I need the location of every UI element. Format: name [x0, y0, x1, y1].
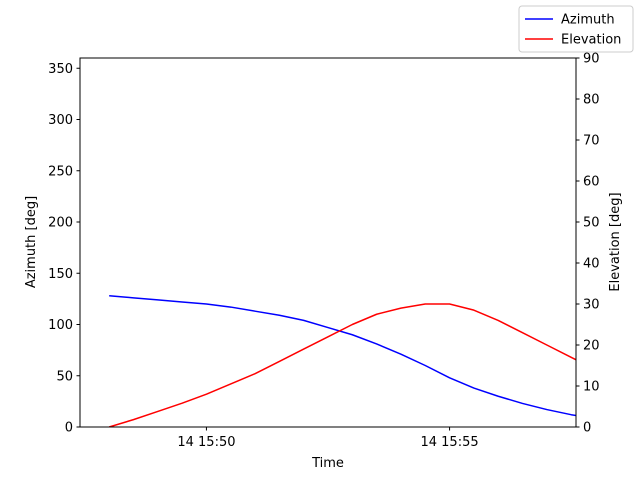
legend-label-azimuth: Azimuth: [561, 13, 615, 28]
plot-area-frame: [79, 57, 577, 428]
left-tick-label: 150: [48, 267, 73, 282]
x-tick-label: 14 15:50: [177, 435, 235, 450]
x-axis-label: Time: [311, 456, 344, 471]
left-tick-label: 300: [48, 113, 73, 128]
right-y-axis-label: Elevation [deg]: [608, 192, 623, 291]
right-tick-label: 20: [583, 339, 600, 354]
right-tick-label: 10: [583, 380, 600, 395]
legend: Azimuth Elevation: [518, 5, 634, 53]
left-tick-label: 50: [56, 369, 73, 384]
right-tick-label: 80: [583, 93, 600, 108]
series-line-azimuth: [109, 295, 576, 417]
right-tick-label: 50: [583, 216, 600, 231]
legend-label-elevation: Elevation: [561, 33, 621, 48]
left-tick-label: 250: [48, 164, 73, 179]
right-tick-label: 0: [583, 421, 591, 436]
left-tick-label: 350: [48, 62, 73, 77]
x-tick-label: 14 15:55: [420, 435, 478, 450]
right-tick-label: 70: [583, 134, 600, 149]
legend-box: [518, 5, 634, 53]
left-y-axis: 0 50 100 150 200 250 300 350: [48, 62, 80, 436]
right-y-axis: 0 10 20 30 40 50 60 70 80 90: [576, 52, 600, 436]
series-layer: [108, 295, 576, 427]
series-line-elevation: [108, 303, 576, 427]
left-y-axis-label: Azimuth [deg]: [24, 196, 39, 288]
right-tick-label: 60: [583, 175, 600, 190]
left-tick-label: 200: [48, 216, 73, 231]
left-tick-label: 0: [65, 421, 73, 436]
left-tick-label: 100: [48, 318, 73, 333]
right-tick-label: 30: [583, 298, 600, 313]
right-tick-label: 90: [583, 52, 600, 67]
right-tick-label: 40: [583, 257, 600, 272]
